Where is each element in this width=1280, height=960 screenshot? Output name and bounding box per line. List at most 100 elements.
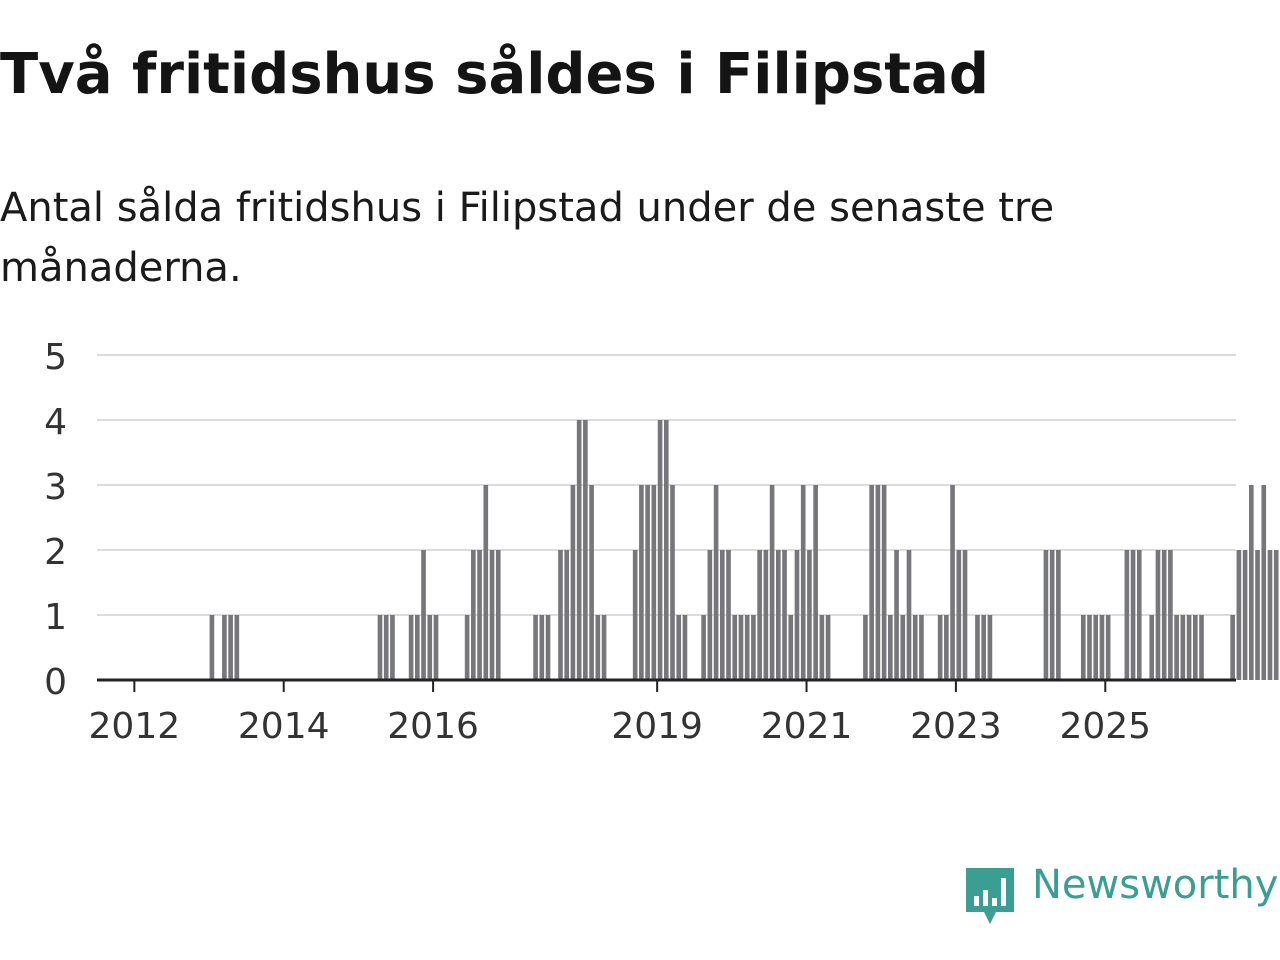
x-tick-label: 2014 xyxy=(238,706,330,747)
bar xyxy=(1261,485,1267,680)
bar xyxy=(906,550,912,680)
bar xyxy=(1049,550,1055,680)
bar xyxy=(670,485,675,680)
brand-name: Newsworthy xyxy=(1032,862,1279,908)
bar xyxy=(564,550,570,680)
bar xyxy=(732,615,738,680)
x-tick-label: 2023 xyxy=(910,706,1002,747)
x-tick-label: 2012 xyxy=(89,706,181,747)
bar xyxy=(894,550,899,680)
bar xyxy=(234,615,240,680)
bar xyxy=(1230,615,1235,680)
bar xyxy=(1161,550,1167,680)
bar xyxy=(1249,485,1254,680)
bar xyxy=(1130,550,1136,680)
brand-logo[interactable]: Newsworthy xyxy=(964,862,1280,932)
bar xyxy=(701,615,706,680)
bar xyxy=(1136,550,1142,680)
bar xyxy=(1080,615,1086,680)
bar xyxy=(408,615,414,680)
bar xyxy=(632,550,638,680)
bar xyxy=(719,550,725,680)
y-tick-label: 0 xyxy=(44,662,67,703)
y-tick-label: 1 xyxy=(44,597,67,638)
bar xyxy=(533,615,538,680)
bar xyxy=(682,615,688,680)
bar xyxy=(807,550,812,680)
bar xyxy=(813,485,818,680)
bar xyxy=(763,550,769,680)
bar xyxy=(1105,615,1111,680)
bar xyxy=(583,420,588,680)
bar xyxy=(209,615,215,680)
bar xyxy=(1056,550,1061,680)
bar xyxy=(676,615,682,680)
bar xyxy=(1168,550,1173,680)
bar xyxy=(390,615,395,680)
bar xyxy=(937,615,943,680)
bar xyxy=(794,550,800,680)
bar xyxy=(1093,615,1099,680)
bar xyxy=(483,485,489,680)
bar xyxy=(433,615,439,680)
bar xyxy=(639,485,644,680)
bar xyxy=(956,550,962,680)
bar xyxy=(726,550,731,680)
bar xyxy=(962,550,968,680)
bar xyxy=(595,615,601,680)
bar xyxy=(576,420,582,680)
bar xyxy=(738,615,744,680)
bar xyxy=(1124,550,1130,680)
bar xyxy=(782,550,787,680)
bar xyxy=(383,615,389,680)
bar xyxy=(950,485,955,680)
bar xyxy=(663,420,669,680)
bar xyxy=(1267,550,1273,680)
chart-title: Två fritidshus såldes i Filipstad xyxy=(0,42,989,107)
bar xyxy=(744,615,750,680)
bar xyxy=(1192,615,1198,680)
bar xyxy=(987,615,993,680)
bar xyxy=(900,615,906,680)
bar xyxy=(601,615,607,680)
bar xyxy=(1087,615,1092,680)
bar xyxy=(1242,550,1248,680)
bar xyxy=(1273,550,1279,680)
bar xyxy=(657,420,663,680)
y-tick-label: 3 xyxy=(44,467,67,508)
bar xyxy=(825,615,831,680)
bar xyxy=(944,615,949,680)
bar xyxy=(788,615,794,680)
x-tick-label: 2021 xyxy=(761,706,853,747)
bar xyxy=(751,615,756,680)
bar xyxy=(912,615,918,680)
y-tick-label: 4 xyxy=(44,402,67,443)
bar xyxy=(800,485,806,680)
bar xyxy=(570,485,576,680)
bar xyxy=(1236,550,1242,680)
bar xyxy=(222,615,227,680)
bar xyxy=(471,550,476,680)
bar xyxy=(377,615,383,680)
bar xyxy=(415,615,420,680)
bar xyxy=(421,550,426,680)
bar xyxy=(981,615,987,680)
bar xyxy=(558,550,563,680)
bar xyxy=(1186,615,1192,680)
bar xyxy=(489,550,495,680)
bar xyxy=(919,615,924,680)
bar xyxy=(545,615,551,680)
bar xyxy=(477,550,482,680)
bar xyxy=(645,485,650,680)
y-tick-label: 5 xyxy=(44,337,67,378)
y-tick-label: 2 xyxy=(44,532,67,573)
bar xyxy=(888,615,893,680)
bar xyxy=(427,615,433,680)
bar xyxy=(1199,615,1204,680)
bar xyxy=(863,615,868,680)
bar xyxy=(769,485,775,680)
bar xyxy=(975,615,980,680)
bar xyxy=(707,550,713,680)
bar xyxy=(757,550,762,680)
bar xyxy=(495,550,501,680)
